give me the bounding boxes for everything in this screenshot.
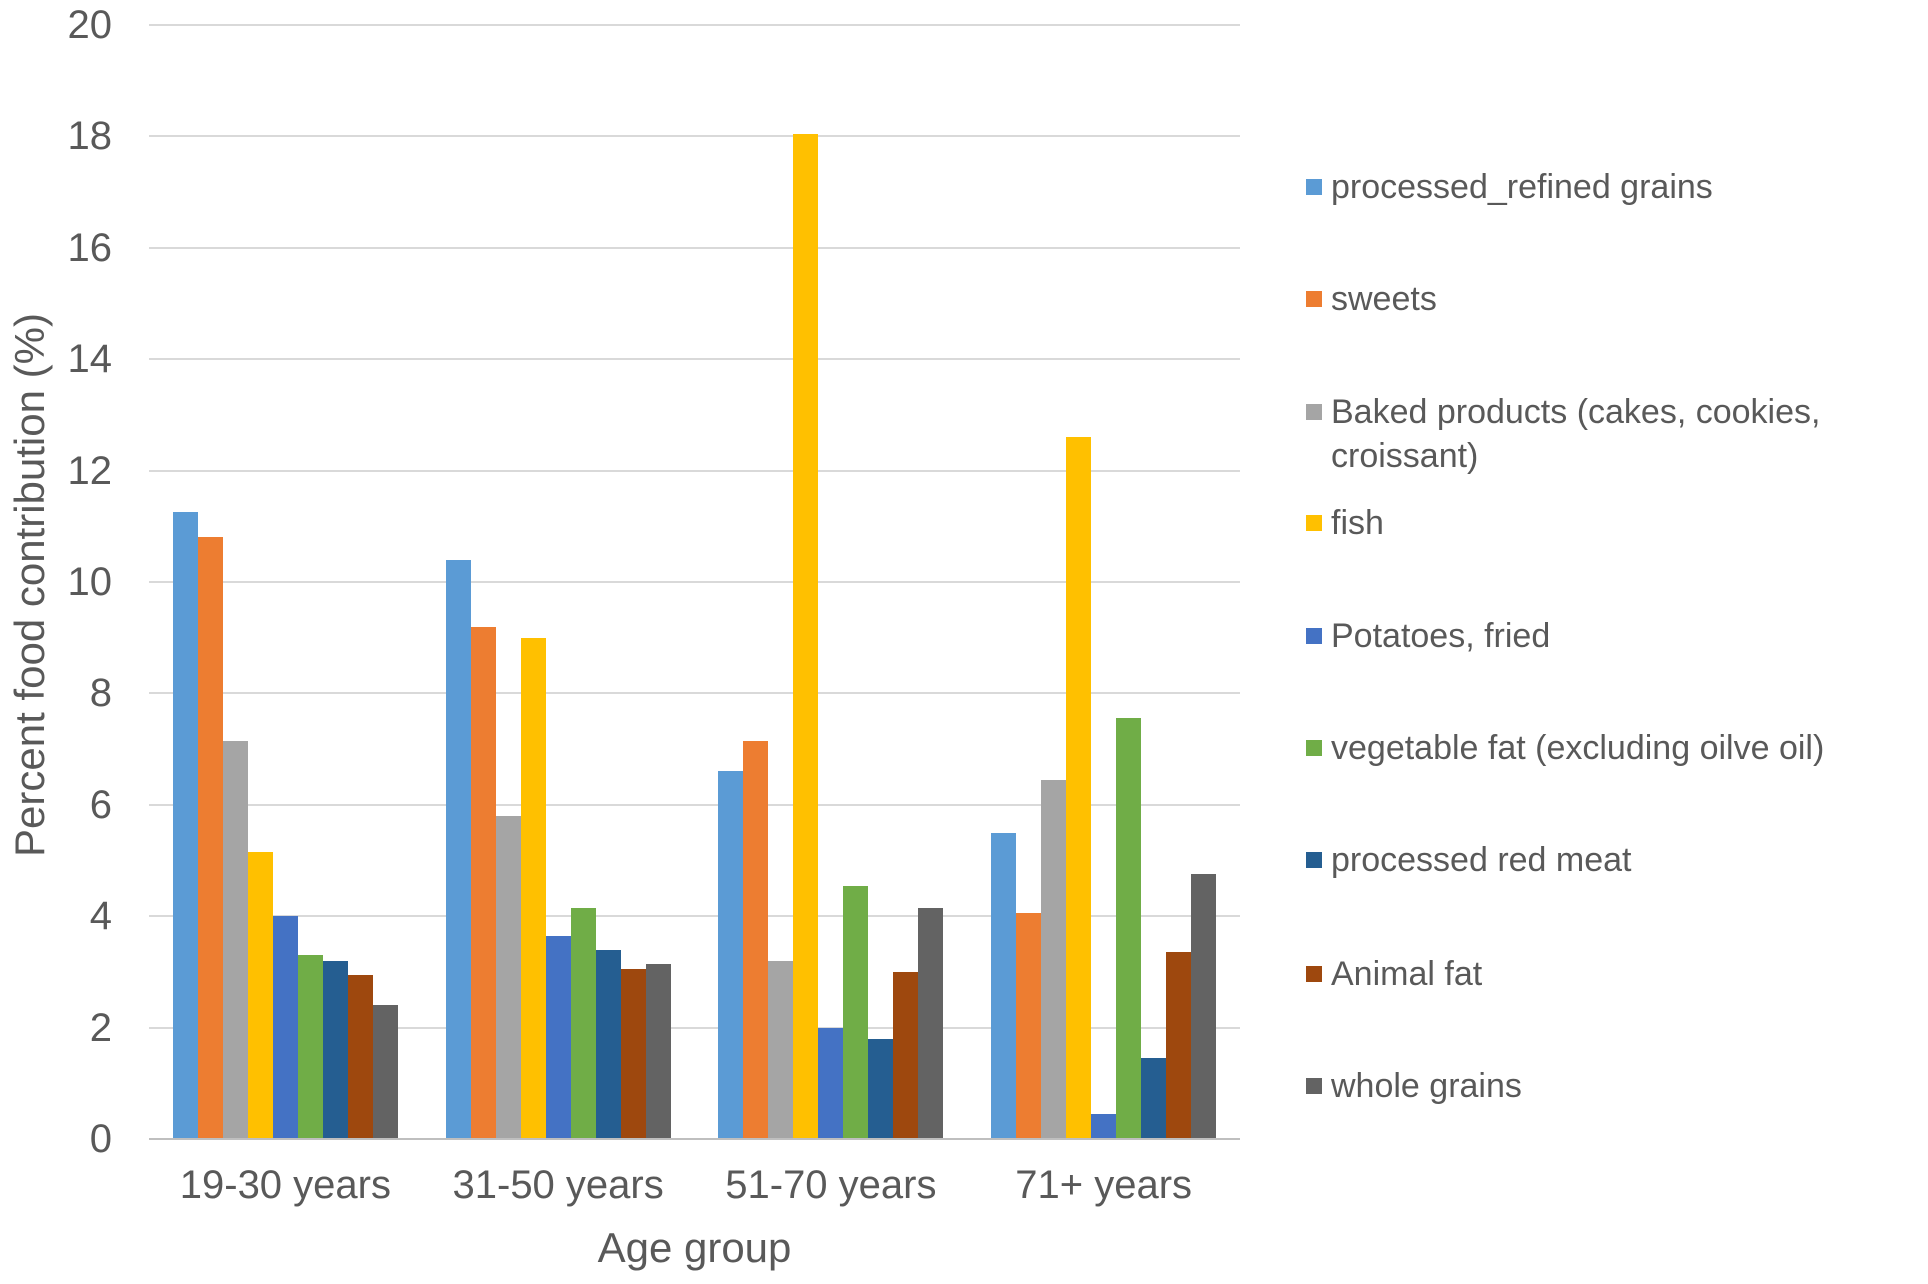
bar	[570, 908, 596, 1139]
legend-item: fish	[1306, 501, 1384, 545]
legend-swatch-icon	[1306, 291, 1322, 307]
bar	[1066, 437, 1092, 1139]
legend-swatch-icon	[1306, 515, 1322, 531]
legend-label: processed red meat	[1331, 841, 1632, 879]
bar	[918, 908, 944, 1139]
gridline	[149, 135, 1240, 138]
legend-label: processed_refined grains	[1331, 168, 1713, 206]
bar	[222, 741, 248, 1139]
gridline	[149, 358, 1240, 361]
bar	[322, 961, 348, 1139]
x-axis-title: Age group	[597, 1224, 792, 1271]
bar	[1041, 780, 1067, 1139]
bar	[272, 916, 298, 1139]
y-tick-label: 4	[89, 894, 112, 939]
gridline	[149, 581, 1240, 583]
y-tick-label: 18	[67, 114, 113, 159]
gridline	[149, 692, 1240, 695]
x-tick-label: 19-30 years	[179, 1163, 391, 1207]
gridline	[149, 246, 1240, 249]
legend-swatch-icon	[1306, 404, 1322, 420]
legend-label: vegetable fat (excluding oilve oil)	[1331, 729, 1825, 767]
y-tick-label: 16	[67, 225, 113, 270]
bar-group	[149, 25, 422, 1139]
bar	[1091, 1114, 1117, 1139]
bar	[197, 537, 223, 1139]
legend-swatch-icon	[1306, 1078, 1322, 1094]
bar	[372, 1005, 398, 1139]
y-tick-label: 6	[89, 782, 112, 827]
bar	[768, 961, 794, 1139]
bar	[347, 975, 373, 1139]
y-tick-label: 0	[89, 1117, 112, 1161]
bar	[1191, 874, 1217, 1139]
bar	[743, 741, 769, 1139]
y-axis-title: Percent food contribution (%)	[6, 313, 53, 857]
legend-item: sweets	[1306, 277, 1437, 321]
plot-area	[149, 24, 1240, 1140]
bar	[645, 964, 671, 1139]
legend-label: fish	[1331, 504, 1384, 542]
legend-swatch-icon	[1306, 628, 1322, 644]
legend-swatch-icon	[1306, 966, 1322, 982]
legend-swatch-icon	[1306, 179, 1322, 195]
bar	[843, 886, 869, 1139]
y-tick-label: 14	[67, 337, 113, 382]
bar	[868, 1039, 894, 1139]
bar	[545, 936, 571, 1139]
bar-group	[695, 25, 968, 1139]
legend-item: whole grains	[1306, 1064, 1522, 1108]
gridline	[149, 24, 1240, 26]
y-tick-label: 12	[67, 448, 113, 493]
bar	[520, 638, 546, 1139]
x-axis-line	[149, 1138, 1240, 1140]
y-tick-label: 20	[67, 3, 113, 47]
bar-group	[967, 25, 1240, 1139]
bar	[893, 972, 919, 1139]
legend-label: Baked products (cakes, cookies, croissan…	[1331, 393, 1821, 475]
bar	[818, 1028, 844, 1139]
legend-item: vegetable fat (excluding oilve oil)	[1306, 726, 1824, 770]
bar	[470, 627, 496, 1139]
bar	[991, 833, 1017, 1139]
bar	[595, 950, 621, 1139]
bar	[1166, 952, 1192, 1139]
y-tick-label: 2	[89, 1005, 112, 1050]
legend-swatch-icon	[1306, 852, 1322, 868]
bar	[620, 969, 646, 1139]
bar-group	[422, 25, 695, 1139]
gridline	[149, 915, 1240, 918]
bar	[1016, 913, 1042, 1139]
gridline	[149, 1026, 1240, 1029]
bar	[1141, 1058, 1167, 1139]
legend-label: sweets	[1331, 280, 1437, 318]
bar	[247, 852, 273, 1139]
bar	[1116, 718, 1142, 1139]
legend: processed_refined grains sweets Baked prod…	[1306, 0, 1916, 1284]
bar	[172, 512, 198, 1139]
gridline	[149, 803, 1240, 806]
legend-item: processed red meat	[1306, 838, 1632, 882]
legend-item: processed_refined grains	[1306, 165, 1713, 209]
legend-item: Baked products (cakes, cookies, croissan…	[1306, 390, 1891, 478]
y-tick-label: 10	[67, 560, 113, 604]
bar	[297, 955, 323, 1139]
y-tick-label: 8	[89, 671, 112, 716]
legend-label: Potatoes, fried	[1331, 617, 1551, 655]
bar	[445, 560, 471, 1139]
bar	[495, 816, 521, 1139]
legend-item: Animal fat	[1306, 952, 1482, 996]
x-tick-label: 31-50 years	[452, 1163, 664, 1207]
legend-swatch-icon	[1306, 740, 1322, 756]
bar	[793, 134, 819, 1139]
legend-item: Potatoes, fried	[1306, 614, 1550, 658]
legend-label: Animal fat	[1331, 955, 1483, 993]
x-tick-label: 51-70 years	[725, 1163, 937, 1207]
bar	[718, 771, 744, 1139]
legend-label: whole grains	[1331, 1067, 1522, 1105]
x-tick-label: 71+ years	[1015, 1163, 1193, 1207]
gridline	[149, 469, 1240, 472]
